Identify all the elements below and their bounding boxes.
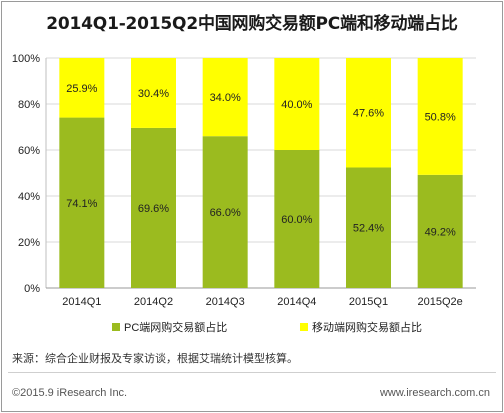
legend-label: PC端网购交易额占比	[124, 320, 227, 334]
x-tick-label: 2014Q3	[206, 296, 245, 308]
source-note: 来源：综合企业财报及专家访谈，根据艾瑞统计模型核算。	[12, 352, 298, 365]
website-text: www.iresearch.com.cn	[379, 387, 490, 399]
data-label: 49.2%	[425, 226, 456, 238]
data-label: 60.0%	[281, 214, 312, 226]
y-tick-label: 40%	[18, 191, 40, 203]
y-tick-label: 0%	[24, 283, 40, 295]
data-label: 47.6%	[353, 108, 384, 120]
bar-mobile	[131, 58, 176, 128]
data-label: 74.1%	[66, 198, 97, 210]
x-tick-label: 2014Q1	[62, 296, 101, 308]
data-label: 66.0%	[210, 207, 241, 219]
bar-pc	[417, 174, 463, 288]
legend-swatch-mobile	[300, 323, 308, 331]
legend-label: 移动端网购交易额占比	[312, 320, 422, 334]
bar-mobile	[202, 58, 248, 137]
footer-divider	[8, 372, 496, 373]
x-tick-label: 2015Q2e	[418, 296, 463, 308]
data-label: 69.6%	[138, 203, 169, 215]
bar-mobile	[417, 58, 463, 175]
bar-mobile	[346, 58, 391, 168]
data-label: 50.8%	[425, 111, 456, 123]
data-label: 34.0%	[210, 92, 241, 104]
y-tick-label: 60%	[18, 145, 40, 157]
data-label: 40.0%	[281, 99, 312, 111]
x-tick-label: 2015Q1	[349, 296, 388, 308]
legend-swatch-pc	[112, 323, 120, 331]
x-tick-label: 2014Q4	[277, 296, 316, 308]
y-tick-label: 100%	[12, 53, 40, 65]
data-label: 30.4%	[138, 88, 169, 100]
bar-pc	[274, 150, 320, 288]
bar-pc	[59, 117, 105, 288]
bar-mobile	[59, 58, 105, 118]
y-tick-label: 80%	[18, 99, 40, 111]
chart-title: 2014Q1-2015Q2中国网购交易额PC端和移动端占比	[46, 14, 458, 34]
copyright-text: ©2015.9 iResearch Inc.	[12, 387, 128, 399]
y-tick-label: 20%	[18, 237, 40, 249]
bar-pc	[202, 136, 248, 288]
data-label: 52.4%	[353, 223, 384, 235]
bar-pc	[131, 127, 176, 288]
x-tick-label: 2014Q2	[134, 296, 173, 308]
bar-pc	[346, 167, 391, 288]
bar-mobile	[274, 58, 320, 150]
data-label: 25.9%	[66, 83, 97, 95]
